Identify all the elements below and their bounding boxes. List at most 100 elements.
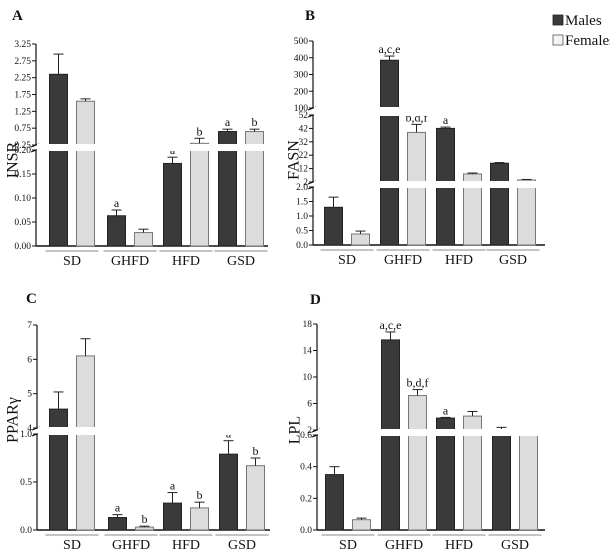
y-tick-label: 0.15 [14,170,31,180]
bar-males-sd [49,73,68,247]
bar-males-hfd [163,502,182,531]
bar-males-ghfd [108,517,127,531]
bar-males-hfd [163,162,182,247]
y-axis-label: LPL [287,416,304,444]
y-tick-label: 0.25 [14,141,31,151]
bar-females-ghfd [408,395,427,531]
y-tick-label: 100 [294,104,309,114]
legend-label-males: Males [565,13,602,29]
y-tick-label: 4 [27,424,32,434]
y-tick-label: 42 [299,124,309,134]
y-tick-label: 0.4 [300,463,312,473]
significance-label: a [115,501,121,515]
y-tick-label: 0.0 [296,241,308,251]
bar-females-gsd [517,179,536,246]
significance-label: a [225,115,231,129]
significance-label: a [114,196,120,210]
significance-label: b [197,488,203,502]
significance-label: a,c,e [380,318,402,332]
y-tick-label: 22 [299,151,309,161]
bar-females-ghfd [134,232,153,247]
bar-females-sd [352,519,371,531]
y-tick-label: 3.25 [14,40,31,50]
x-category-label: GSD [501,538,529,552]
y-tick-label: 32 [299,138,309,148]
legend-swatch-females [552,34,564,46]
axis-break-band [314,181,546,188]
y-axis-label: INSR [5,141,22,178]
x-category-label: SD [63,538,81,552]
significance-label: a [170,479,176,493]
significance-label: a [443,403,449,417]
bar-males-ghfd [380,59,399,246]
y-tick-label: 1.0 [296,212,308,222]
significance-label: b,d,f [407,376,429,390]
y-tick-label: 7 [27,321,32,331]
x-category-label: GHFD [111,254,149,269]
axis-break-band [314,107,546,116]
bar-females-sd [76,355,95,531]
y-tick-label: 0.5 [20,478,32,488]
y-tick-label: 1.25 [14,107,31,117]
significance-label: a [443,113,449,127]
bar-males-gsd [490,162,509,246]
bar-females-hfd [190,507,209,531]
y-tick-label: 0.10 [14,194,31,204]
significance-label: b [197,124,203,138]
legend: Males Females [552,13,610,49]
y-axis-label: FASN [286,140,303,180]
y-tick-label: 0.0 [300,526,312,536]
y-tick-label: 2.25 [14,74,31,84]
y-tick-label: 6 [307,400,312,410]
axis-break-band [37,144,269,151]
panel-label: A [12,8,23,24]
panel-label: C [26,291,37,307]
y-tick-label: 0.75 [14,124,31,134]
legend-swatch-males [552,14,564,26]
bar-females-ghfd [135,526,154,531]
bar-males-gsd [219,453,238,531]
y-tick-label: 18 [303,320,313,330]
y-tick-label: 2.75 [14,57,31,67]
y-tick-label: 10 [303,373,313,383]
y-axis-label: PPARγ [5,397,22,443]
bar-females-gsd [246,465,265,531]
panel-a: A INSR 0.00 0.05 0.10 0.15 0.200.25 0.75 1.25 1.7… [5,8,269,269]
legend-label-females: Females [565,33,610,49]
axis-break-band [318,429,546,436]
x-category-label: HFD [172,538,200,552]
significance-label: b [253,444,259,458]
x-category-label: GHFD [112,538,150,552]
x-category-label: GSD [227,254,255,269]
y-tick-label: 0.0 [20,526,32,536]
y-tick-label: 14 [303,347,313,357]
bar-males-sd [324,206,343,246]
bar-females-gsd [519,434,538,531]
bar-females-sd [351,233,370,246]
y-tick-label: 2 [303,178,308,188]
bar-males-sd [325,474,344,531]
x-category-label: SD [338,253,356,268]
panel-label: B [305,8,315,24]
y-tick-label: 1.5 [296,198,308,208]
y-tick-label: 6 [27,355,32,365]
y-tick-label: 200 [294,87,309,97]
y-tick-label: 400 [294,54,309,64]
bar-females-hfd [190,142,209,247]
y-tick-label: 0.00 [14,242,31,252]
x-category-label: SD [339,538,357,552]
y-tick-label: 1.75 [14,91,31,101]
y-tick-label: 500 [294,37,309,47]
x-category-label: GSD [499,253,527,268]
y-tick-label: 2 [307,426,312,436]
bar-females-ghfd [407,131,426,246]
x-category-label: GHFD [384,253,422,268]
significance-label: b [252,115,258,129]
y-tick-label: 1.0 [20,430,32,440]
y-tick-label: 0.6 [300,431,312,441]
y-tick-label: 52 [299,111,309,121]
axis-break-band [38,427,271,435]
